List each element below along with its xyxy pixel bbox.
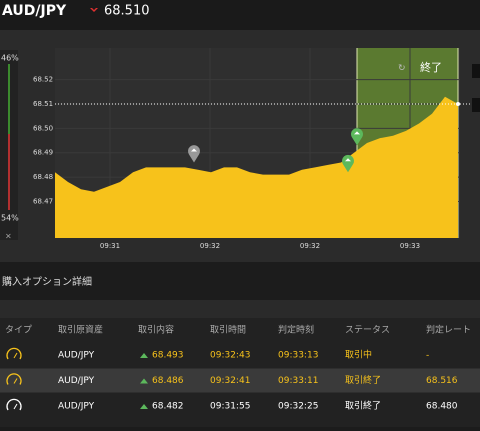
y-tick-label: 68.51 bbox=[33, 100, 53, 108]
type-icon-needle bbox=[13, 352, 18, 359]
cell: 09:32:43 bbox=[210, 351, 250, 361]
x-tick-label: 09:33 bbox=[400, 242, 420, 250]
entry-arrow bbox=[345, 158, 351, 162]
cell: 68.482 bbox=[152, 402, 184, 412]
top-bar bbox=[0, 0, 480, 30]
side-tab bbox=[472, 64, 480, 78]
cell: 68.516 bbox=[426, 376, 458, 386]
current-point bbox=[456, 102, 460, 107]
entry-arrow bbox=[354, 131, 360, 135]
cell: 取引終了 bbox=[345, 374, 381, 386]
column-header: 判定レート bbox=[426, 324, 471, 336]
entry-marker bbox=[342, 154, 354, 173]
zone-label: 終了 bbox=[420, 60, 442, 74]
x-tick-label: 09:31 bbox=[100, 242, 120, 250]
y-tick-label: 68.50 bbox=[33, 124, 53, 132]
close[interactable]: × bbox=[5, 232, 12, 241]
y-tick-label: 68.48 bbox=[33, 173, 53, 181]
cell: - bbox=[426, 351, 429, 361]
row-highlight bbox=[0, 368, 480, 393]
section-bar bbox=[0, 262, 480, 300]
cell: 09:33:11 bbox=[278, 376, 318, 386]
column-header: 取引原資産 bbox=[58, 324, 103, 336]
cell: 09:33:13 bbox=[278, 351, 318, 361]
type-icon-needle bbox=[13, 403, 18, 410]
down-icon bbox=[90, 8, 98, 12]
cell: 09:31:55 bbox=[210, 402, 250, 412]
section-title: 購入オプション詳細 bbox=[2, 275, 92, 288]
cell: AUD/JPY bbox=[58, 351, 95, 361]
entry-marker bbox=[188, 145, 200, 163]
type-icon bbox=[6, 347, 22, 360]
type-icon bbox=[6, 398, 22, 411]
symbol: AUD/JPY bbox=[2, 3, 67, 19]
down-pct: 54% bbox=[1, 214, 19, 223]
buy-icon bbox=[140, 378, 148, 384]
refresh-icon: ↻ bbox=[398, 64, 406, 74]
side-tab bbox=[472, 98, 480, 112]
up-pct: 46% bbox=[1, 54, 19, 63]
buy-icon bbox=[140, 353, 148, 358]
column-header: 取引内容 bbox=[138, 324, 174, 336]
cell: 68.480 bbox=[426, 402, 458, 412]
entry-marker bbox=[351, 128, 363, 146]
cell: AUD/JPY bbox=[58, 402, 95, 412]
y-tick-label: 68.52 bbox=[33, 76, 53, 84]
x-tick-label: 09:32 bbox=[200, 242, 220, 250]
cell: 取引中 bbox=[345, 349, 372, 361]
buy-icon bbox=[140, 404, 148, 409]
column-header: タイプ bbox=[5, 325, 32, 336]
type-icon bbox=[6, 373, 22, 385]
cell: 68.486 bbox=[152, 376, 184, 386]
rate: 68.510 bbox=[104, 4, 150, 19]
type-icon-needle bbox=[13, 378, 18, 384]
up-bar bbox=[8, 64, 10, 134]
column-header: ステータス bbox=[345, 325, 390, 336]
separator bbox=[0, 300, 480, 318]
column-header: 判定時刻 bbox=[278, 324, 314, 336]
cell: 09:32:25 bbox=[278, 402, 318, 412]
x-tick-label: 09:32 bbox=[300, 242, 320, 250]
cell: 取引終了 bbox=[345, 400, 381, 412]
cell: AUD/JPY bbox=[58, 376, 95, 386]
cell: 68.493 bbox=[152, 351, 184, 361]
entry-arrow bbox=[191, 148, 197, 152]
column-header: 取引時間 bbox=[210, 325, 246, 336]
cell: 09:32:41 bbox=[210, 376, 250, 386]
down-bar bbox=[8, 134, 10, 210]
y-tick-label: 68.47 bbox=[33, 197, 53, 205]
y-tick-label: 68.49 bbox=[33, 149, 53, 157]
price-area bbox=[55, 96, 458, 238]
